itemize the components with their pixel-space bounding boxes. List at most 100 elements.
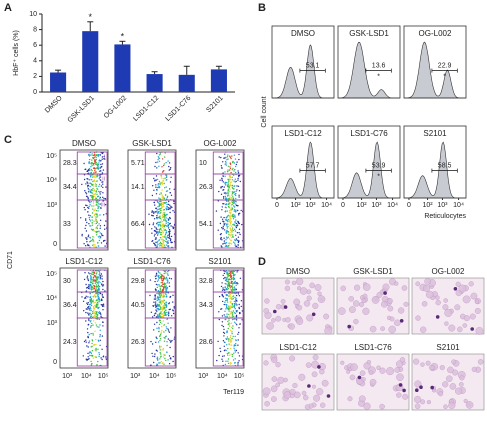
event-dot (234, 349, 236, 351)
cell (399, 357, 406, 363)
event-dot (230, 329, 232, 332)
event-dot (233, 306, 235, 309)
event-dot (95, 231, 97, 233)
event-dot (233, 300, 236, 303)
event-dot (231, 287, 234, 289)
event-dot (219, 222, 222, 225)
event-dot (102, 183, 104, 185)
event-dot (230, 344, 233, 346)
event-dot (228, 211, 231, 213)
event-dot (162, 241, 165, 244)
event-dot (92, 195, 94, 197)
event-dot (95, 171, 97, 173)
event-dot (94, 193, 97, 195)
event-dot (234, 158, 237, 160)
event-dot (157, 341, 160, 343)
event-dot (159, 321, 162, 324)
event-dot (160, 278, 163, 280)
event-dot (88, 284, 90, 286)
event-dot (235, 316, 238, 318)
event-dot (158, 277, 160, 279)
event-dot (227, 154, 229, 156)
event-dot (163, 282, 166, 285)
event-dot (234, 358, 236, 360)
event-dot (235, 190, 237, 193)
plot-title: GSK-LSD1 (132, 139, 172, 148)
cell (271, 318, 276, 323)
event-dot (236, 324, 238, 326)
event-dot (221, 321, 224, 323)
cell (359, 370, 366, 376)
event-dot (84, 168, 86, 171)
event-dot (154, 298, 157, 300)
event-dot (105, 186, 107, 188)
cell (362, 293, 368, 299)
event-dot (238, 174, 241, 177)
event-dot (218, 190, 220, 193)
event-dot (238, 360, 240, 362)
event-dot (172, 310, 174, 312)
cell (346, 369, 351, 374)
cell (337, 307, 346, 315)
event-dot (83, 340, 86, 343)
event-dot (226, 272, 228, 274)
event-dot (99, 334, 101, 336)
event-dot (96, 163, 98, 165)
event-dot (83, 310, 85, 312)
cell (420, 362, 425, 367)
event-dot (90, 286, 93, 288)
event-dot (221, 293, 223, 296)
event-dot (221, 218, 224, 220)
plot-title: LSD1-C76 (133, 257, 171, 266)
event-dot (162, 286, 164, 288)
cell (469, 313, 476, 320)
cell (285, 317, 291, 323)
event-dot (160, 308, 163, 310)
event-dot (94, 161, 96, 163)
event-dot (85, 297, 87, 299)
event-dot (89, 169, 91, 172)
event-dot (228, 352, 230, 354)
event-dot (232, 167, 234, 170)
event-dot (227, 194, 229, 196)
event-dot (230, 338, 232, 340)
event-dot (167, 330, 170, 332)
event-dot (93, 179, 96, 181)
event-dot (96, 286, 99, 288)
event-dot (234, 244, 237, 246)
event-dot (100, 160, 102, 162)
event-dot (93, 164, 95, 166)
event-dot (161, 181, 163, 183)
event-dot (98, 162, 100, 164)
event-dot (230, 322, 233, 324)
event-dot (162, 231, 165, 233)
x-tick-label: DMSO (44, 94, 64, 114)
event-dot (234, 245, 237, 248)
event-dot (159, 200, 161, 203)
event-dot (229, 212, 231, 215)
event-dot (102, 288, 104, 291)
event-dot (233, 202, 236, 204)
event-dot (169, 341, 172, 343)
event-dot (94, 213, 96, 215)
event-dot (102, 169, 105, 171)
event-dot (160, 353, 162, 355)
y-tick-label: 6 (33, 42, 37, 49)
event-dot (236, 185, 238, 187)
event-dot (170, 176, 172, 178)
event-dot (160, 356, 162, 358)
event-dot (169, 211, 171, 214)
cell (275, 315, 282, 322)
event-dot (164, 305, 166, 307)
event-dot (234, 171, 237, 174)
event-dot (162, 293, 164, 295)
event-dot (224, 153, 226, 155)
event-dot (237, 185, 240, 187)
cell (277, 376, 285, 384)
cell (275, 382, 281, 388)
event-dot (102, 186, 104, 189)
event-dot (88, 155, 91, 157)
event-dot (159, 208, 161, 211)
event-dot (234, 312, 236, 315)
event-dot (93, 274, 96, 277)
